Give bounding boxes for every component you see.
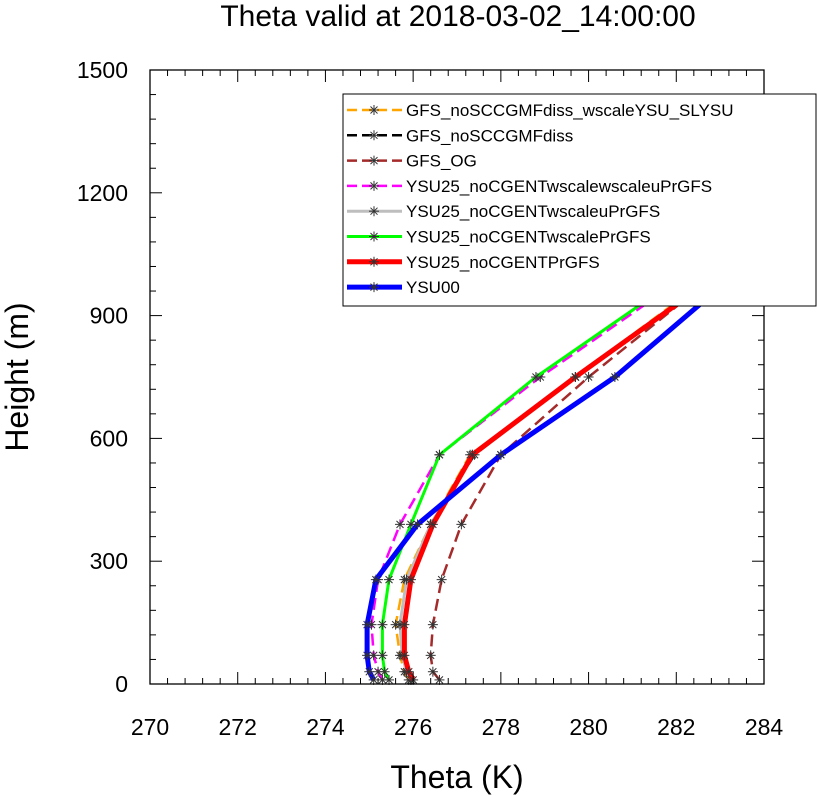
legend-label: YSU25_noCGENTwscalePrGFS — [406, 228, 651, 247]
series-6 — [377, 224, 765, 685]
legend-marker — [369, 180, 379, 191]
legend-entry: GFS_noSCCGMFdiss — [347, 126, 573, 145]
legend-marker — [369, 231, 379, 242]
y-tick-label: 1500 — [77, 57, 128, 83]
legend-entry: YSU25_noCGENTPrGFS — [347, 253, 600, 272]
series-point — [434, 674, 445, 685]
series-point — [467, 449, 478, 460]
series-point — [377, 619, 388, 630]
y-axis-label: Height (m) — [0, 302, 35, 451]
y-tick-label: 900 — [90, 303, 128, 329]
series-point — [364, 666, 375, 677]
legend-label: GFS_noSCCGMFdiss — [406, 126, 573, 145]
series-point — [362, 619, 373, 630]
series-point — [368, 674, 379, 685]
series-8 — [362, 224, 767, 685]
y-tick-label: 1200 — [77, 180, 128, 206]
legend-label: GFS_OG — [406, 152, 477, 171]
legend-box — [342, 93, 817, 307]
series-line — [380, 224, 765, 681]
series-line — [429, 224, 765, 681]
legend-marker — [369, 282, 379, 293]
series-point — [456, 519, 467, 530]
series-point — [436, 574, 447, 585]
x-tick-label: 274 — [306, 714, 345, 740]
legend-entry: GFS_OG — [347, 152, 477, 171]
series-point — [384, 574, 395, 585]
series-point — [434, 449, 445, 460]
series-3 — [425, 224, 765, 685]
legend-marker — [369, 130, 379, 141]
x-tick-label: 280 — [569, 714, 607, 740]
legend-entry: YSU25_noCGENTwscalePrGFS — [347, 228, 651, 247]
legend-marker — [369, 256, 379, 267]
series-point — [379, 666, 390, 677]
legend-entry: GFS_noSCCGMFdiss_wscaleYSU_SLYSU — [347, 101, 734, 120]
series-point — [399, 650, 410, 661]
series-point — [384, 674, 395, 685]
plot-frame — [149, 69, 765, 685]
series-point — [570, 372, 581, 382]
series-line — [401, 223, 766, 682]
x-tick-label: 270 — [131, 714, 169, 740]
series-point — [495, 449, 506, 460]
x-tick-label: 272 — [219, 714, 257, 740]
legend-label: YSU25_noCGENTwscaleuPrGFS — [406, 202, 660, 221]
chart-title: Theta valid at 2018-03-02_14:00:00 — [220, 0, 695, 33]
x-tick-label: 276 — [394, 714, 432, 740]
x-tick-label: 284 — [745, 714, 784, 740]
x-axis-label: Theta (K) — [390, 759, 523, 795]
series-point — [362, 650, 373, 661]
series-line — [364, 224, 767, 682]
series-point — [530, 372, 541, 382]
axis-ticks: 270 272 274 276 278 280 282 284 0 300 600 900 1200 15… — [77, 57, 784, 740]
legend-entry: YSU00 — [347, 278, 460, 297]
legend: GFS_noSCCGMFdiss_wscaleYSU_SLYSU GFS_noSC… — [342, 93, 817, 307]
series-point — [427, 519, 438, 530]
series-point — [609, 372, 620, 382]
x-tick-label: 278 — [482, 714, 520, 740]
series-point — [427, 666, 438, 677]
series-point — [377, 650, 388, 661]
series-line — [370, 224, 765, 681]
legend-label: YSU25_noCGENTwscalewscaleuPrGFS — [406, 177, 712, 196]
legend-marker — [369, 206, 379, 217]
y-tick-label: 300 — [90, 548, 128, 574]
legend-label: YSU00 — [406, 278, 460, 297]
legend-entry: YSU25_noCGENTwscalewscaleuPrGFS — [347, 177, 712, 196]
x-tick-label: 282 — [657, 714, 695, 740]
legend-label: YSU25_noCGENTPrGFS — [406, 253, 600, 272]
legend-entry: YSU25_noCGENTwscaleuPrGFS — [347, 202, 660, 221]
legend-marker — [369, 105, 379, 115]
y-tick-label: 600 — [90, 425, 128, 451]
series-point — [583, 372, 594, 382]
series-point — [425, 650, 436, 661]
series-point — [412, 519, 423, 530]
series-point — [405, 574, 416, 585]
legend-label: GFS_noSCCGMFdiss_wscaleYSU_SLYSU — [406, 101, 734, 120]
series-point — [394, 519, 405, 530]
y-tick-label: 0 — [115, 671, 128, 697]
legend-marker — [369, 155, 379, 166]
series-point — [399, 619, 410, 630]
series-point — [368, 650, 379, 661]
series-point — [427, 619, 438, 630]
series-point — [403, 666, 414, 677]
series-point — [370, 574, 381, 585]
